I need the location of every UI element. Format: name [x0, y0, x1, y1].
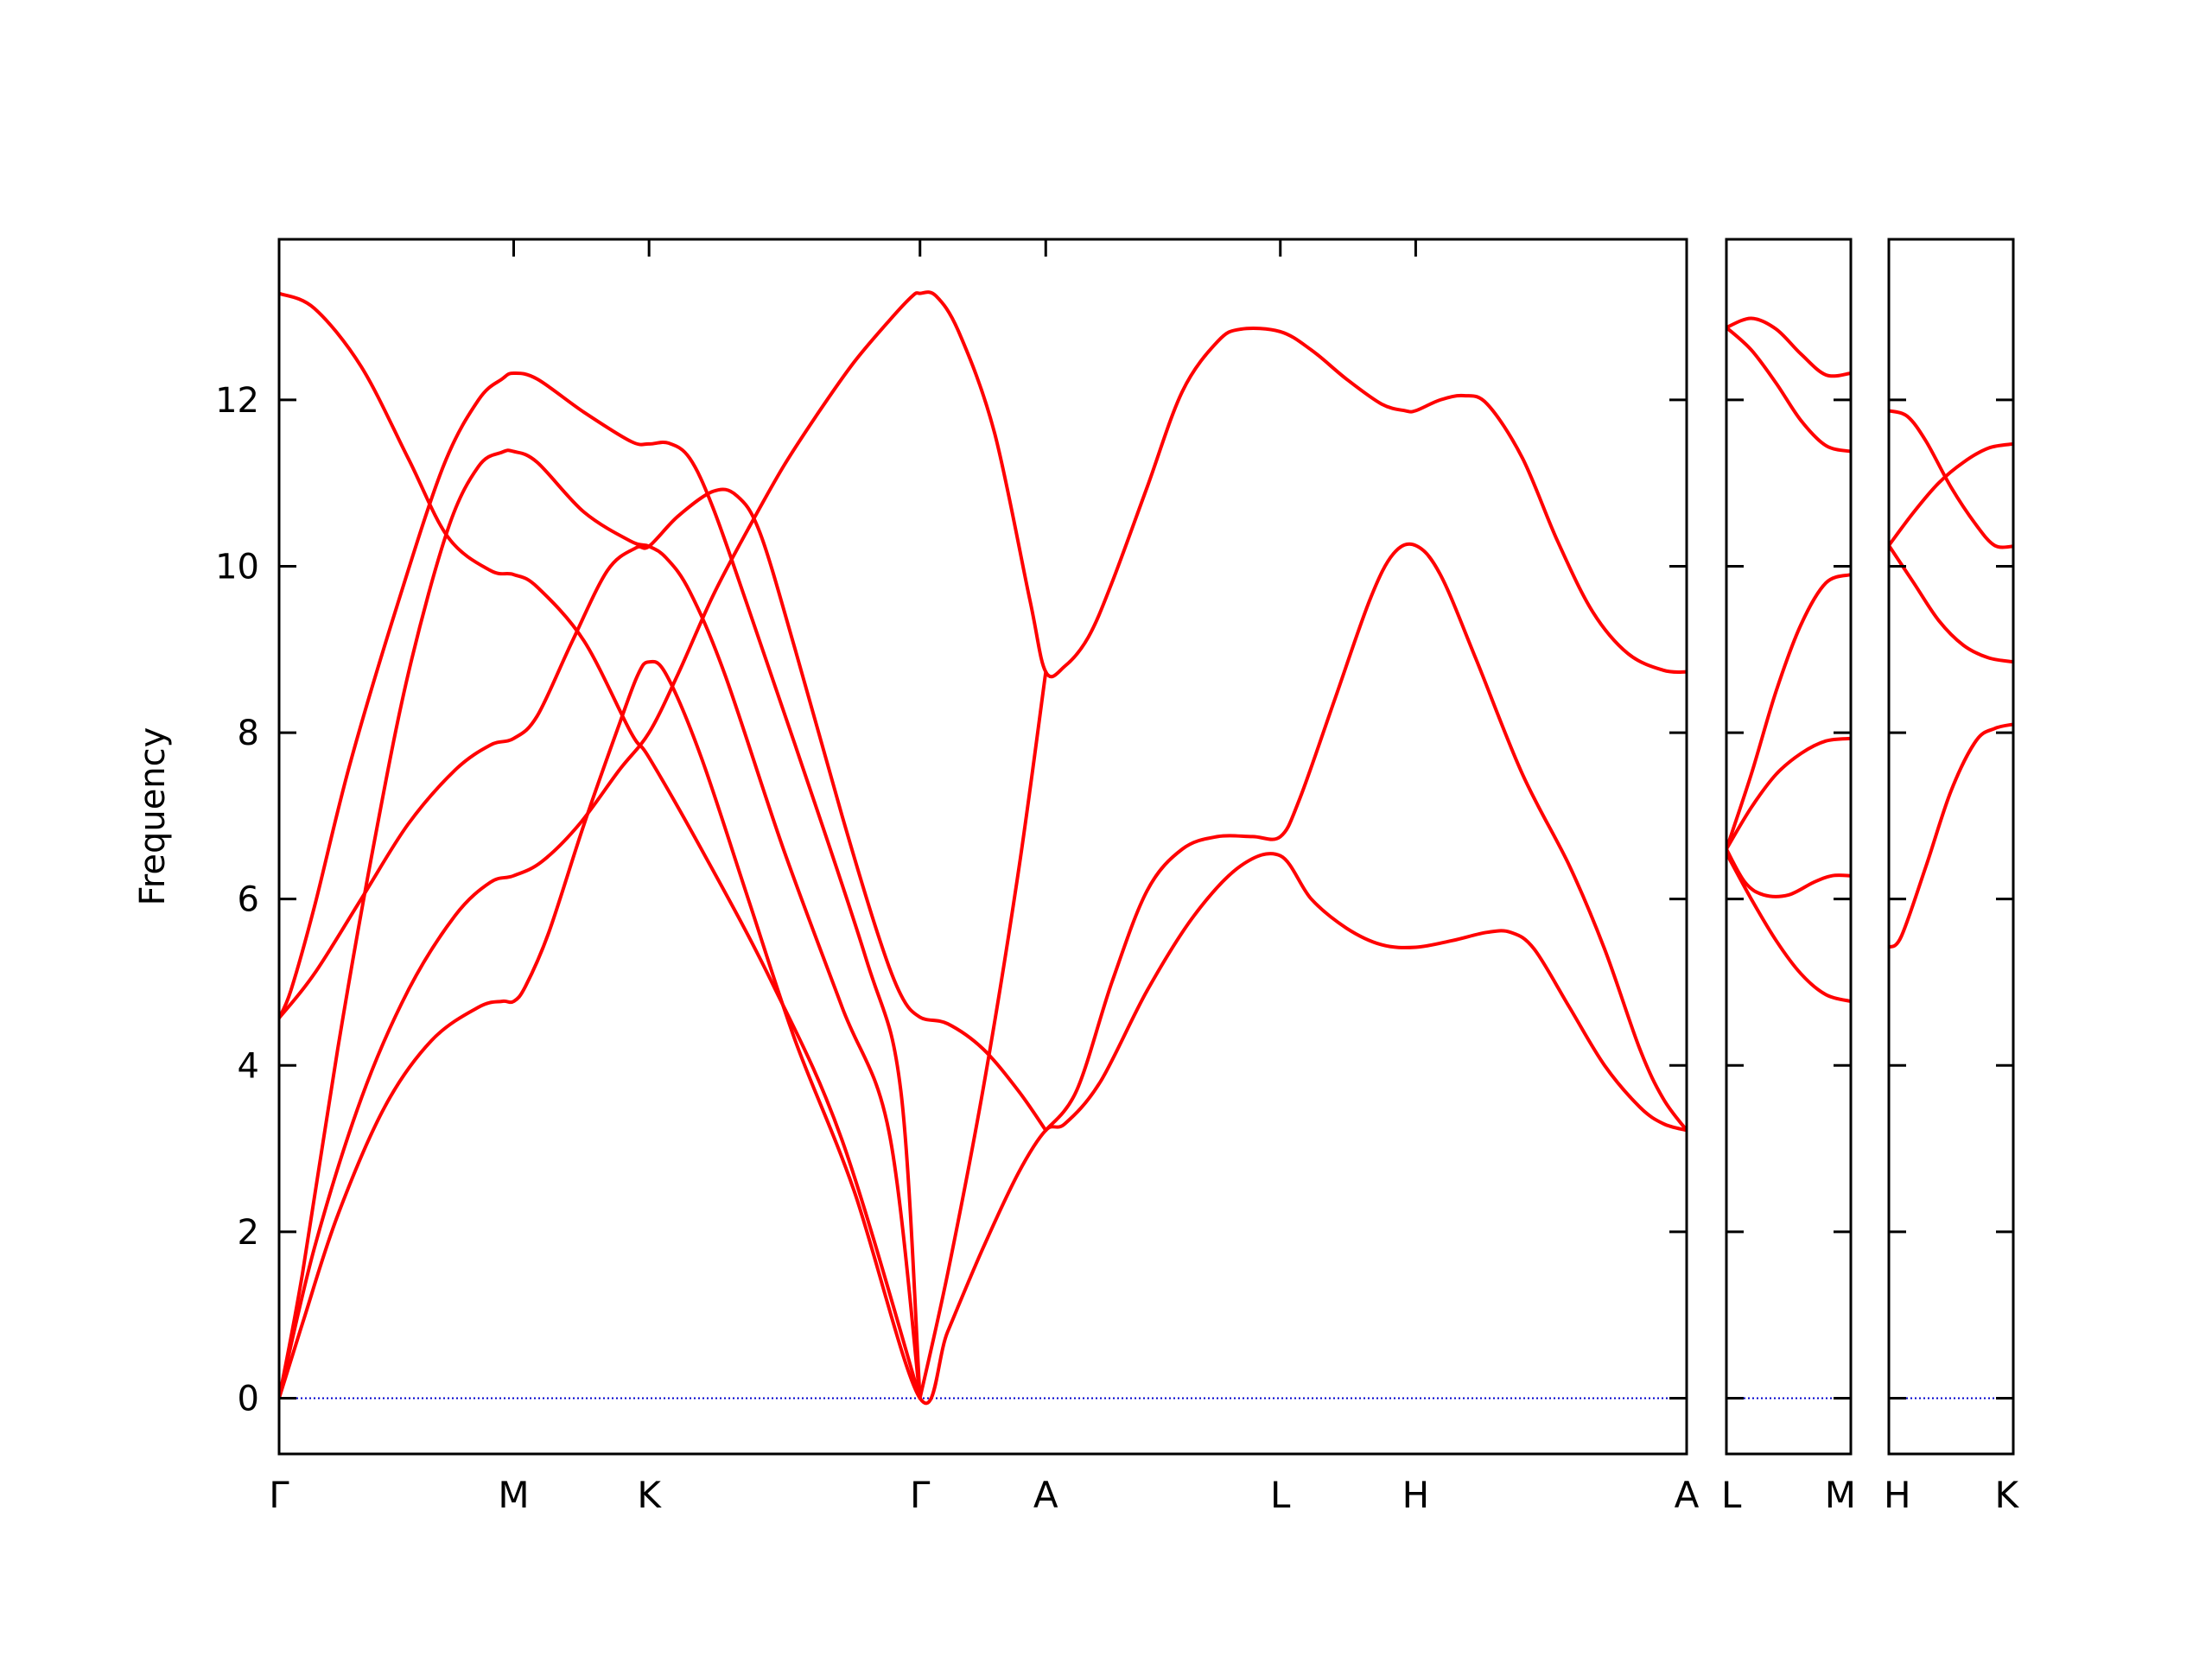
x-tick-label: A [1675, 1474, 1700, 1516]
band-line-panel-2-3 [1889, 722, 2013, 949]
band-line-panel-0-5 [279, 659, 1687, 1406]
band-line-panel-1-3 [1726, 736, 1851, 851]
band-line-panel-0-0 [279, 291, 922, 1400]
panel-1-frame [1725, 238, 1853, 1456]
x-tick-label: L [1721, 1474, 1742, 1516]
panel-0-plot-area [279, 290, 1687, 1406]
x-tick-label: A [1033, 1474, 1058, 1516]
x-tick-label: K [637, 1474, 662, 1516]
y-tick-label: 6 [238, 880, 259, 920]
x-tick-label: H [1884, 1474, 1911, 1516]
x-tick-label: L [1270, 1474, 1291, 1516]
band-line-panel-1-4 [1726, 847, 1851, 898]
y-axis-label: Frequency [133, 727, 173, 906]
x-tick-label: Γ [269, 1474, 289, 1516]
band-line-panel-1-2 [1726, 573, 1851, 851]
band-line-panel-1-0 [1726, 316, 1851, 378]
panel-2-plot-area [1889, 409, 2013, 1400]
y-tick-label: 0 [238, 1379, 259, 1419]
band-line-panel-0-4 [279, 290, 1687, 1400]
band-line-panel-0-1 [279, 371, 922, 1400]
band-line-panel-2-0 [1889, 409, 2013, 549]
band-line-panel-0-7 [1044, 542, 1687, 1133]
x-tick-label: M [498, 1474, 529, 1516]
y-tick-label: 12 [215, 381, 259, 421]
band-line-panel-1-5 [1726, 851, 1851, 1004]
y-tick-label: 10 [215, 547, 259, 587]
x-tick-label: M [1825, 1474, 1856, 1516]
band-line-panel-0-3 [279, 487, 1048, 1133]
band-line-panel-2-1 [1889, 441, 2013, 548]
x-tick-label: Γ [910, 1474, 931, 1516]
y-tick-label: 4 [238, 1046, 259, 1086]
panel-0-frame [277, 238, 1688, 1456]
band-line-panel-0-6 [918, 670, 1048, 1400]
band-line-panel-0-2 [279, 448, 922, 1400]
y-tick-label: 8 [238, 714, 259, 753]
x-tick-label: K [1994, 1474, 2019, 1516]
panel-1-plot-area [1726, 316, 1851, 1400]
band-line-panel-2-2 [1889, 543, 2013, 664]
y-tick-label: 2 [238, 1213, 259, 1253]
panel-2-frame [1887, 238, 2015, 1456]
x-tick-label: H [1402, 1474, 1430, 1516]
band-line-panel-1-1 [1726, 326, 1851, 454]
